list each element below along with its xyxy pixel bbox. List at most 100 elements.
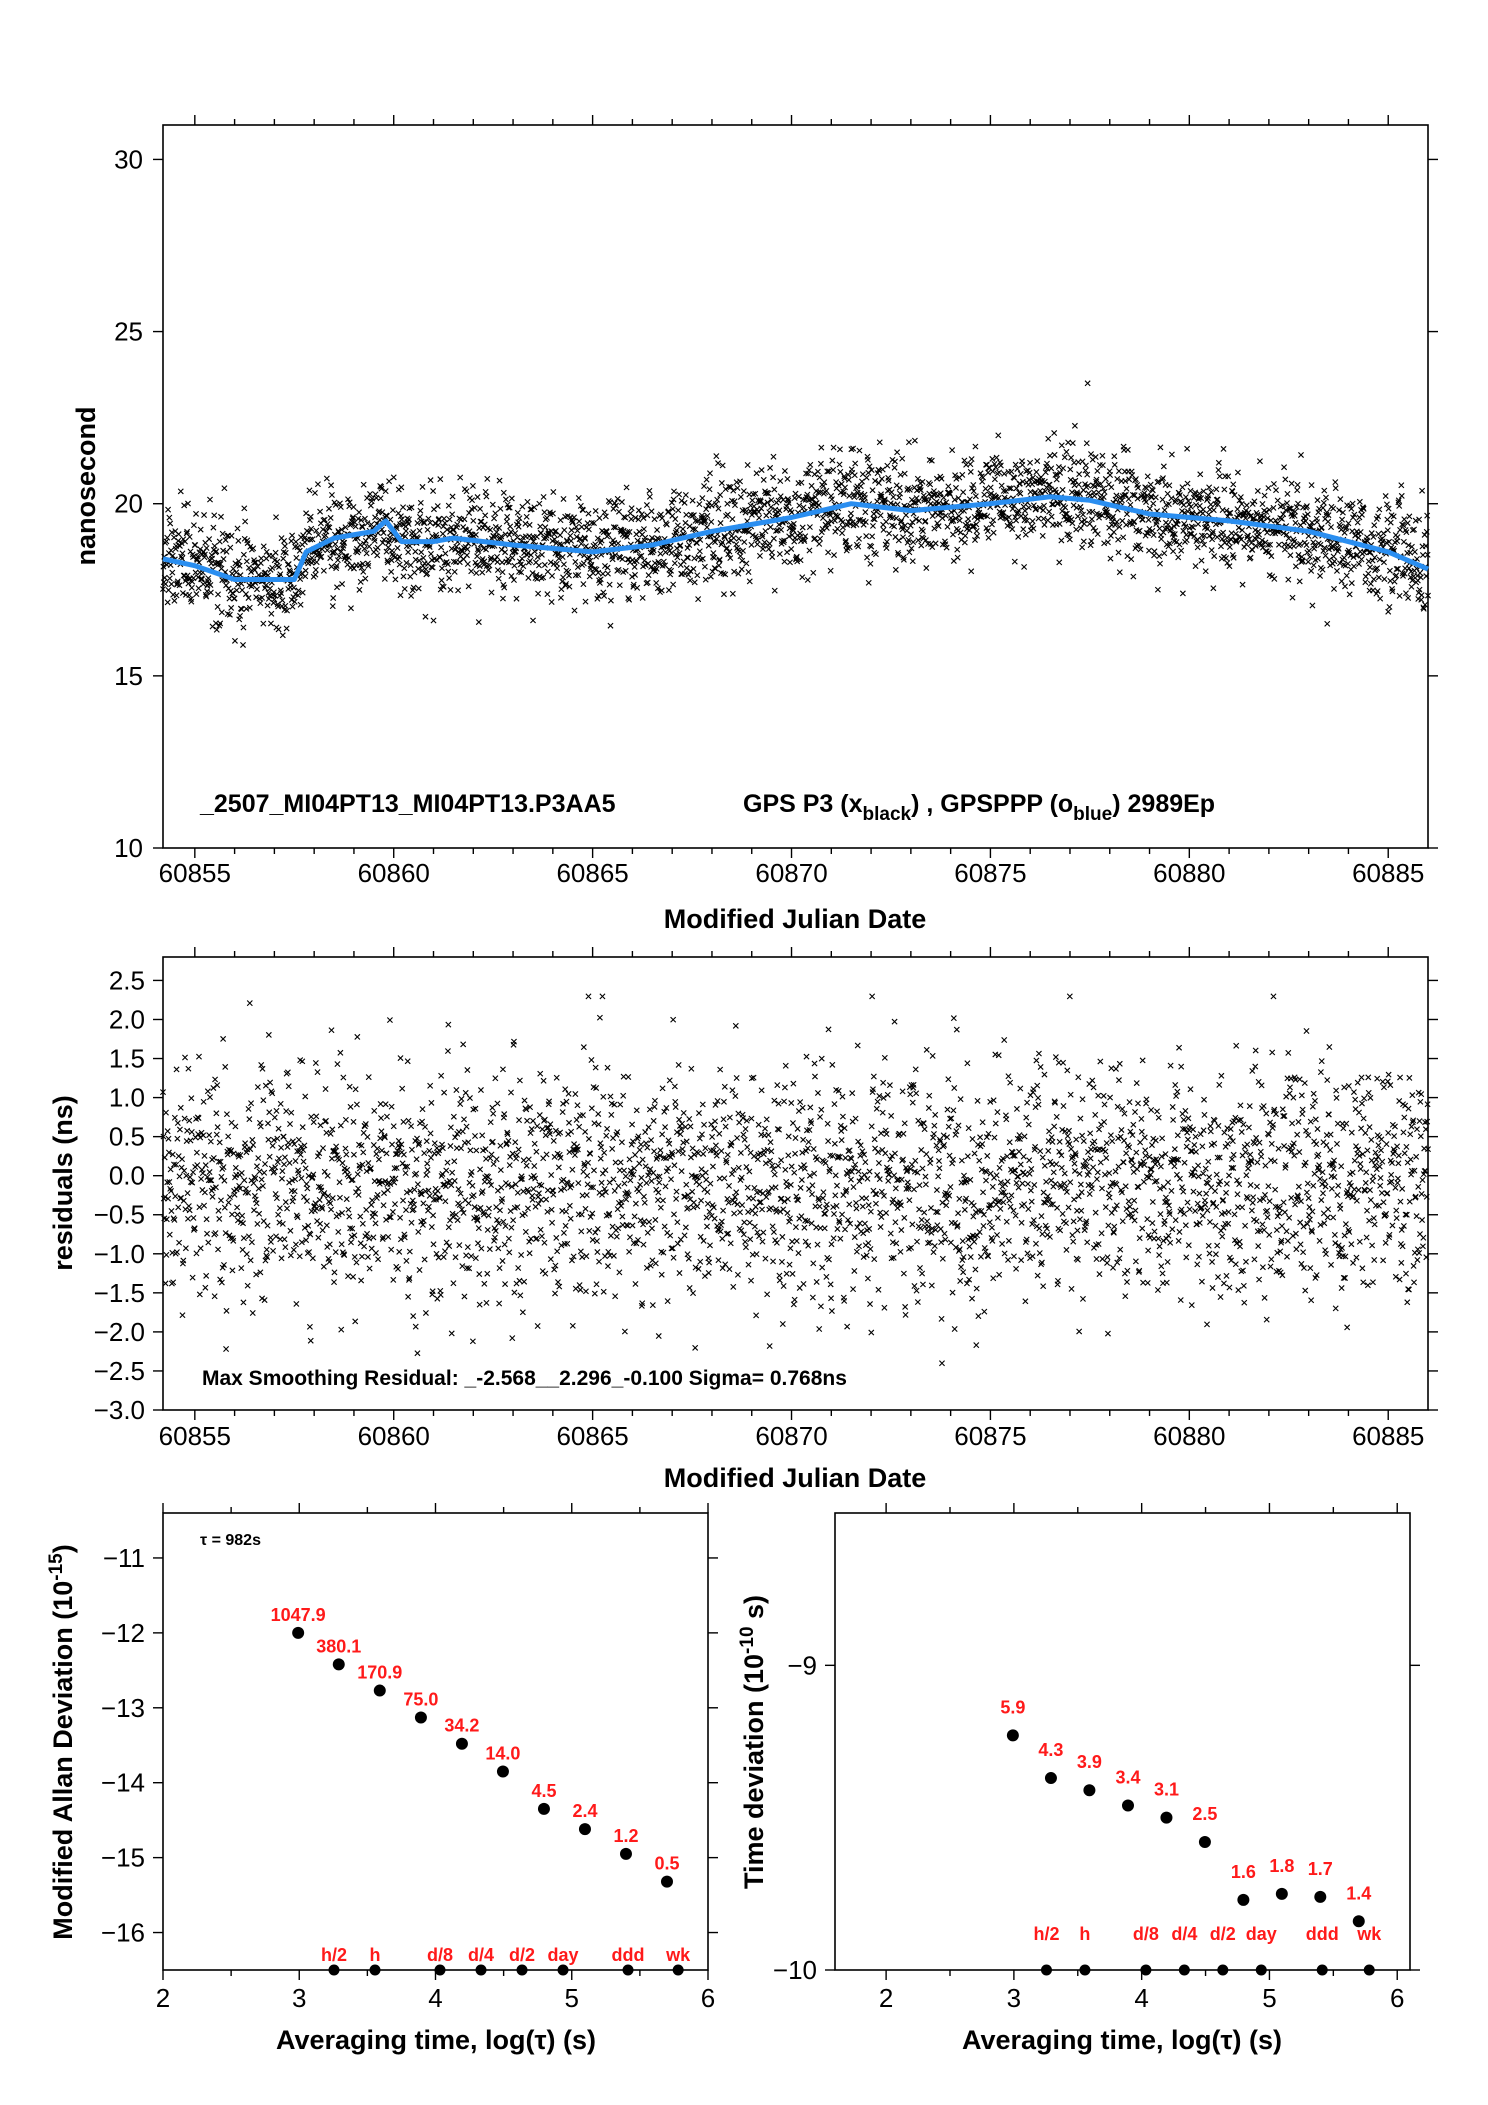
residual-point [771,1097,778,1104]
gps-p3-point [312,571,319,578]
gps-p3-point [906,549,913,556]
gps-p3-point [1336,560,1343,567]
gps-p3-point [1083,440,1090,447]
gps-p3-point [808,482,815,489]
gps-p3-point [682,570,688,577]
residual-point [776,1126,782,1133]
residual-point [423,1171,430,1178]
residual-point [689,1188,696,1195]
gps-p3-point [1094,531,1101,538]
gps-p3-point [1058,442,1065,449]
x-tick-label: 60855 [159,1421,231,1451]
gps-p3-point [931,525,938,532]
gps-p3-point [592,541,599,548]
gps-p3-point [502,549,509,556]
gps-p3-point [703,476,710,483]
residual-point [342,1145,349,1152]
gps-p3-point [1124,446,1131,453]
gps-p3-point [260,620,267,627]
gps-p3-point [324,547,331,554]
residual-point [629,1138,636,1145]
residual-point [245,1189,252,1196]
residual-point [174,1120,181,1127]
gps-p3-point [1027,459,1034,466]
residual-point [698,1131,705,1138]
residual-point [553,1234,560,1241]
gps-p3-point [498,546,505,553]
gps-p3-point [1259,537,1266,544]
residual-point [618,1198,625,1205]
gps-p3-point [1123,485,1130,492]
gps-p3-point [405,516,412,523]
residual-point [839,1093,846,1100]
gps-p3-point [915,498,922,505]
gps-p3-point [549,572,556,579]
gps-p3-point [830,444,837,451]
residual-point [602,1167,609,1174]
residual-point [741,1136,748,1143]
gps-p3-point [1419,552,1426,559]
gps-p3-point [1206,484,1213,491]
residual-point [210,1084,217,1091]
gps-p3-point [1247,554,1254,561]
gps-p3-point [908,496,915,503]
gps-p3-point [566,583,573,590]
gps-p3-point [1158,536,1165,542]
residual-point [748,1115,755,1122]
gps-p3-point [307,536,314,543]
residual-point [723,1230,730,1237]
gps-p3-point [1310,562,1317,569]
residual-point [203,1272,210,1279]
gps-p3-point [571,607,578,614]
gps-p3-point [201,551,208,558]
residual-point [303,1237,310,1244]
gps-p3-point [1013,517,1020,524]
gps-p3-point [1393,572,1400,579]
residual-point [898,1227,905,1234]
gps-p3-point [272,549,279,556]
gps-p3-point [815,489,822,496]
residual-point [908,1082,915,1089]
residual-point [272,1190,279,1197]
gps-p3-point [408,592,415,599]
gps-p3-point [1069,520,1076,527]
gps-p3-point [846,544,853,551]
gps-p3-point [1368,530,1375,537]
residual-point [660,1154,667,1161]
residual-point [452,1211,459,1218]
residual-point [577,1286,584,1293]
gps-p3-point [1036,504,1043,511]
residual-point [883,1131,890,1138]
residual-point [617,1159,624,1166]
residual-point [372,1220,379,1227]
gps-p3-point [823,487,830,494]
gps-p3-point [705,542,712,549]
gps-p3-point [1264,515,1271,522]
gps-p3-point [422,566,429,573]
residual-point [798,1176,805,1183]
gps-p3-point [973,528,980,534]
residual-point [329,1195,336,1202]
gps-p3-point [1135,484,1141,491]
gps-p3-point [988,521,995,528]
residual-point [477,1204,484,1211]
residual-point [698,1166,705,1173]
residual-point [851,1234,858,1241]
gps-p3-point [1351,511,1358,518]
gps-p3-point [1145,530,1152,537]
gps-p3-point [284,607,291,614]
gps-p3-point [220,547,227,554]
gps-p3-point [585,510,592,517]
residual-point [519,1309,526,1316]
gps-p3-point [917,487,924,494]
residual-point [907,1166,914,1173]
gps-p3-point [1107,472,1114,479]
residual-point [455,1186,462,1193]
residual-point [821,1225,828,1232]
residual-point [645,1172,652,1179]
gps-p3-point [538,575,545,582]
residual-point [381,1134,388,1141]
gps-p3-point [935,523,942,530]
residual-point [590,1167,597,1174]
gps-p3-point [1051,451,1058,458]
